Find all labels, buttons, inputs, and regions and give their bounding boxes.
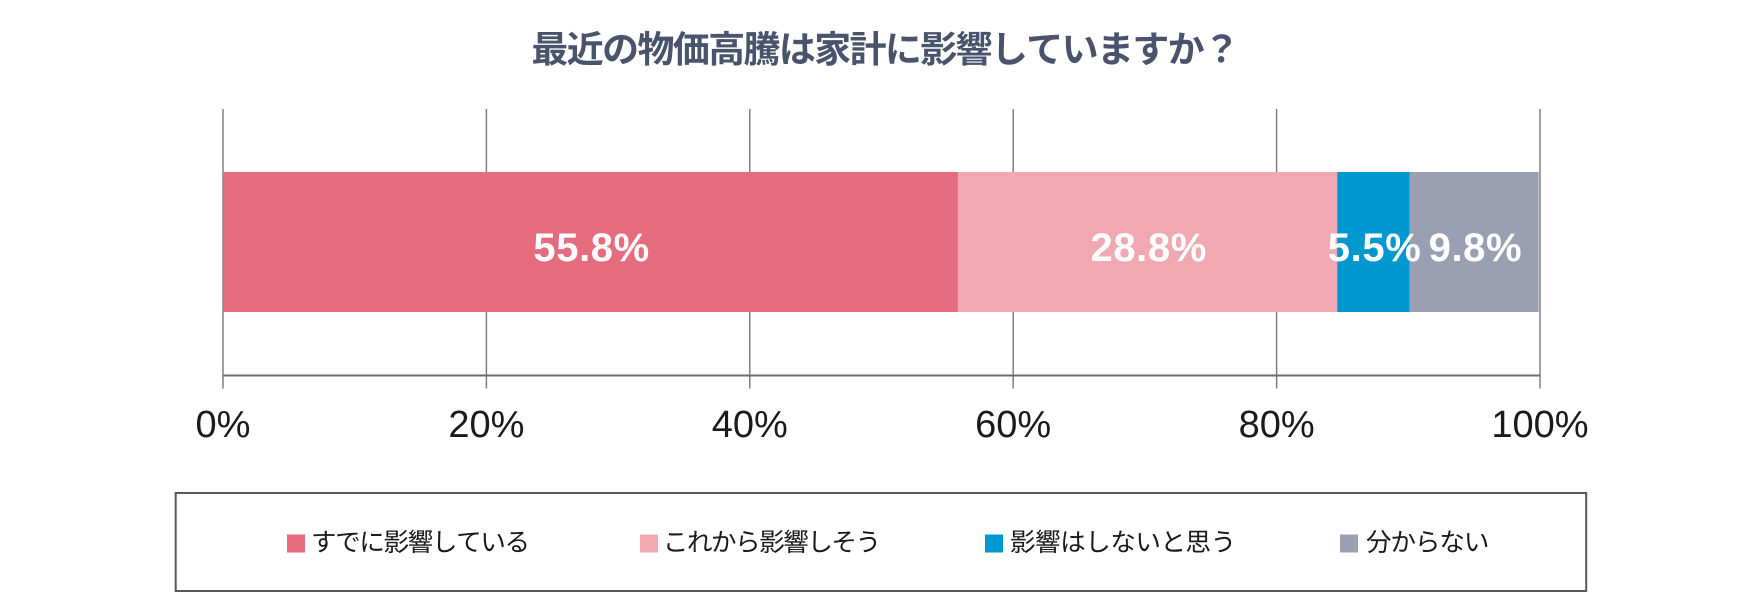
svg-text:5.5%: 5.5% <box>1328 226 1422 270</box>
svg-text:0%: 0% <box>196 404 251 446</box>
svg-text:9.8%: 9.8% <box>1429 226 1523 270</box>
svg-text:55.8%: 55.8% <box>533 226 649 270</box>
svg-text:100%: 100% <box>1491 404 1588 446</box>
svg-text:40%: 40% <box>712 404 788 446</box>
svg-text:28.8%: 28.8% <box>1090 226 1206 270</box>
svg-text:20%: 20% <box>448 404 524 446</box>
svg-text:80%: 80% <box>1239 404 1315 446</box>
svg-text:60%: 60% <box>975 404 1051 446</box>
